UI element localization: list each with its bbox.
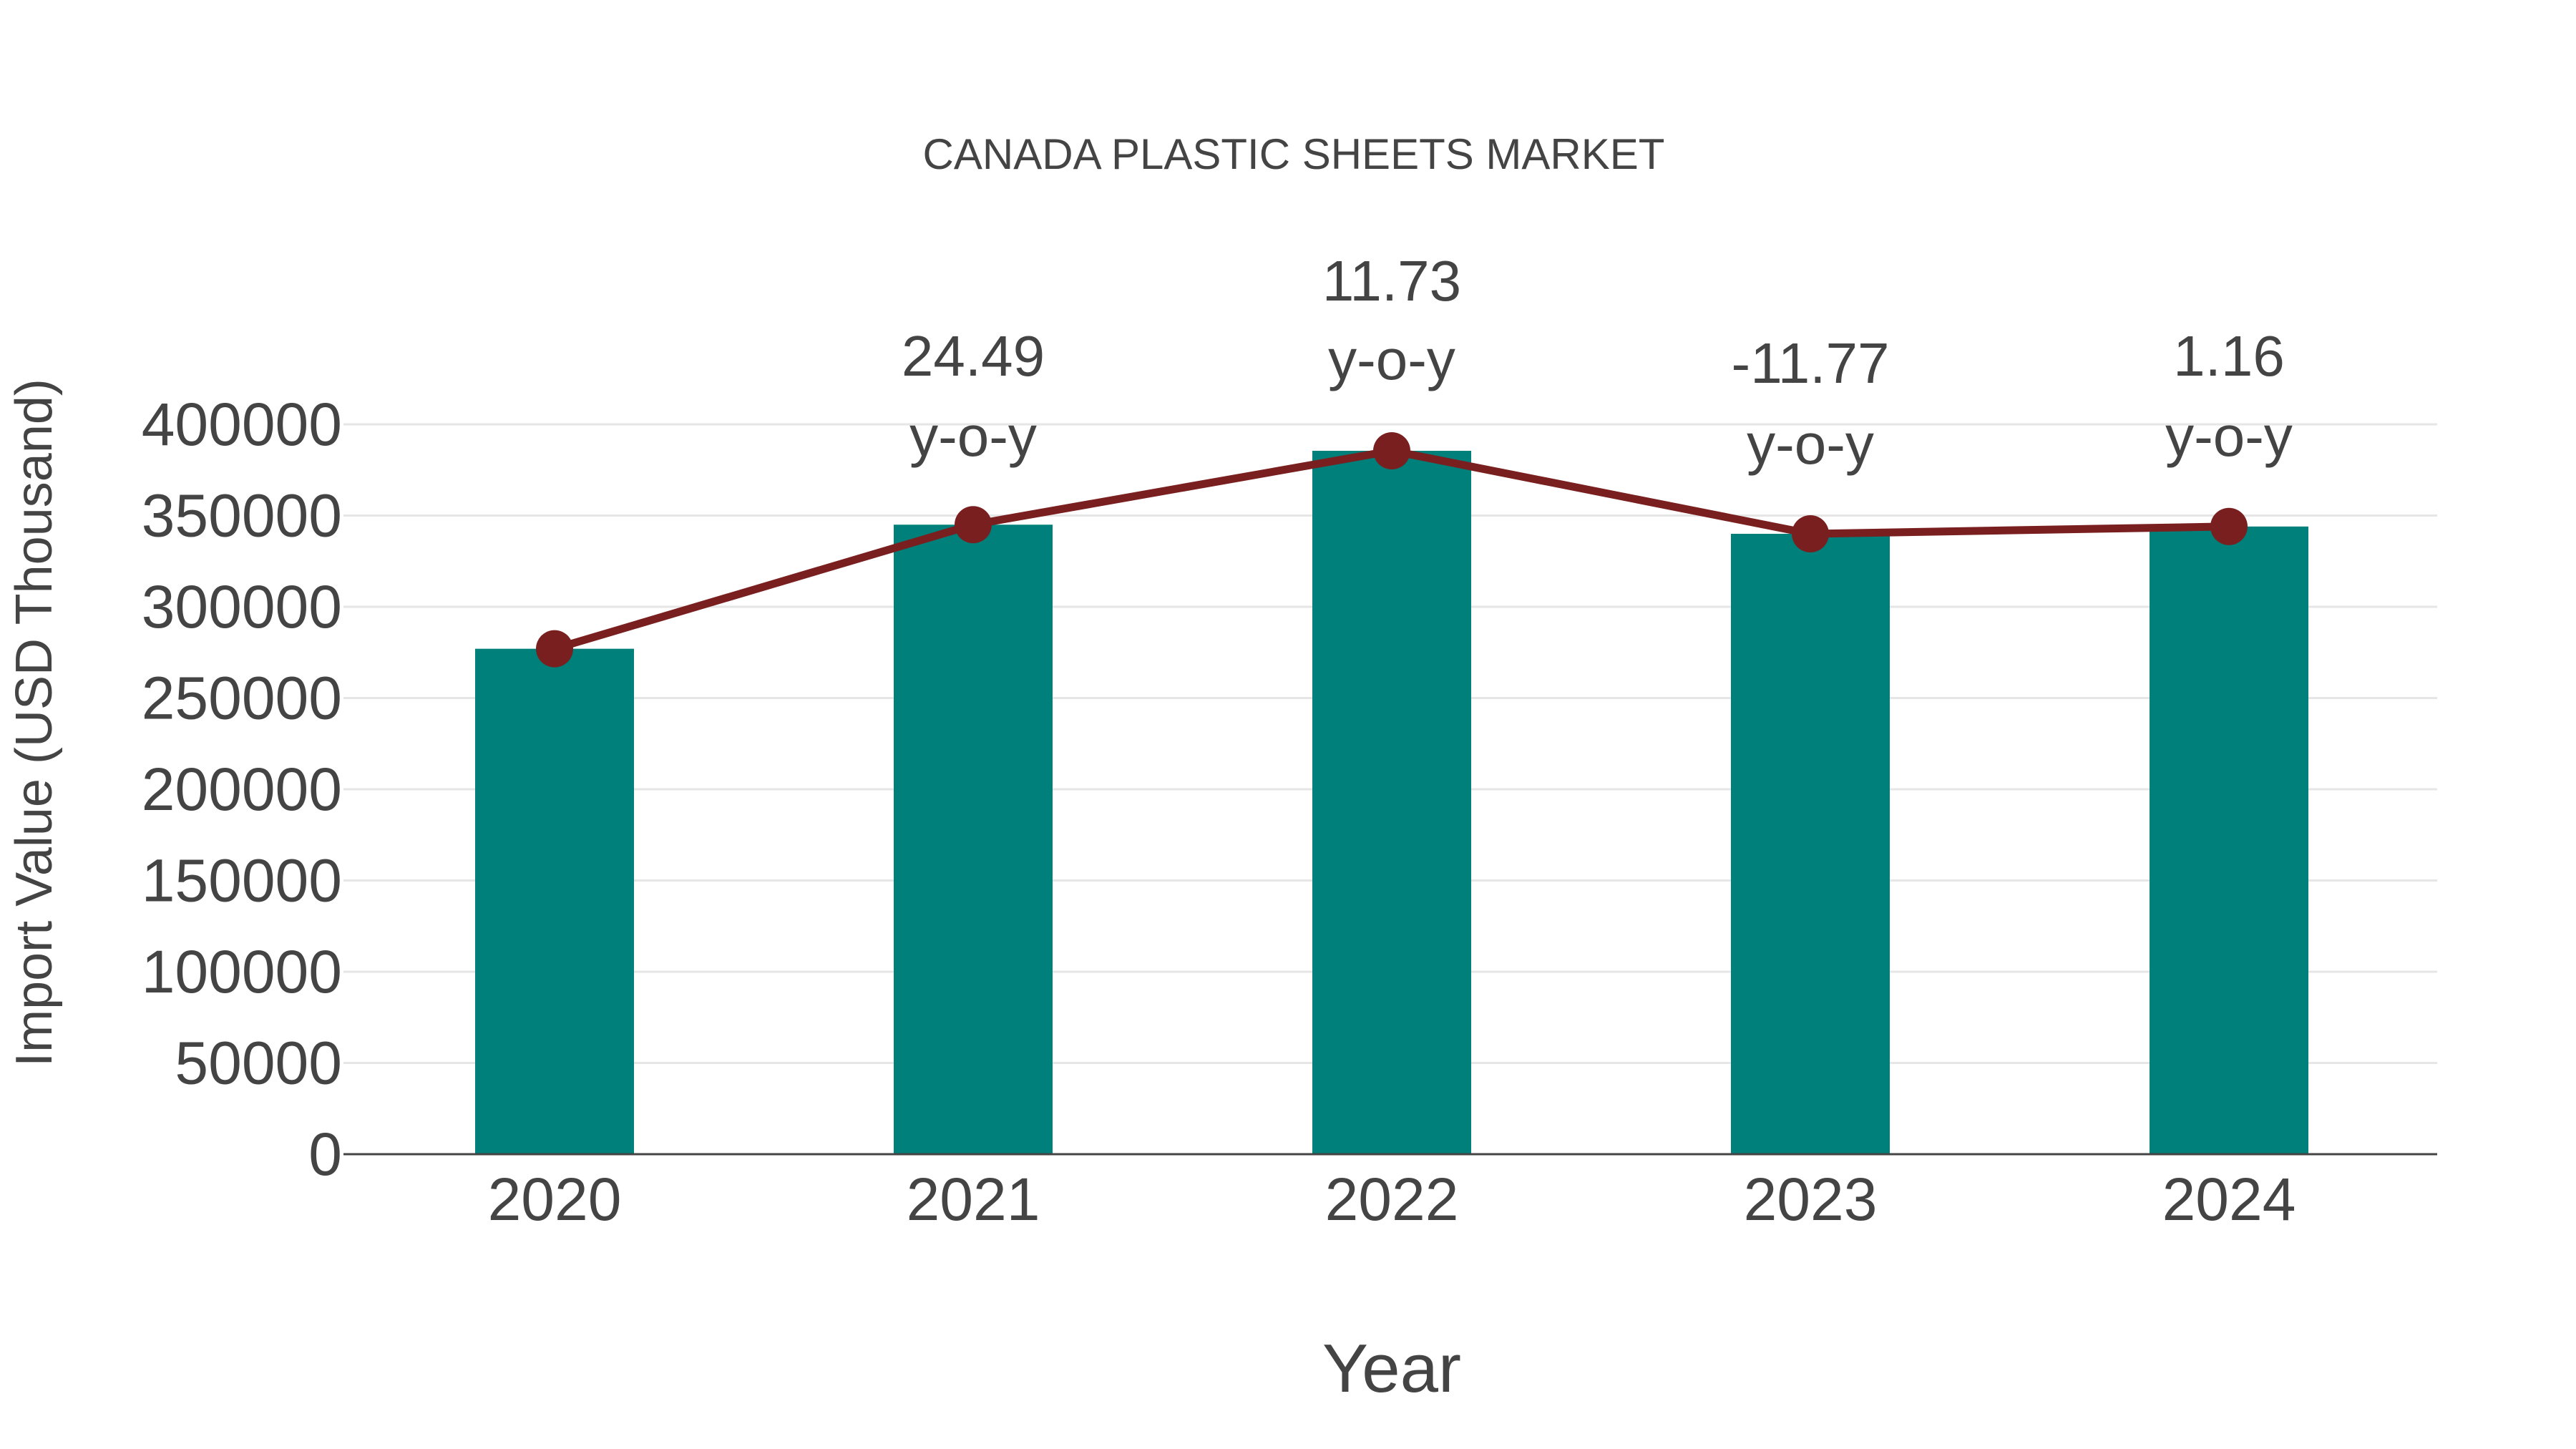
bar-2022 — [1312, 450, 1471, 1154]
bar-2024 — [2150, 526, 2308, 1154]
yoy-value: 11.73 — [1322, 249, 1461, 313]
yoy-suffix: y-o-y — [2165, 404, 2293, 468]
y-tick-label: 350000 — [142, 482, 342, 550]
trend-marker — [2210, 507, 2248, 545]
y-tick-label: 150000 — [142, 847, 342, 914]
yoy-suffix: y-o-y — [909, 404, 1037, 468]
trend-line — [536, 431, 2248, 668]
y-tick-label: 300000 — [142, 573, 342, 640]
yoy-value: -11.77 — [1732, 331, 1890, 395]
y-tick-label: 50000 — [175, 1030, 342, 1097]
x-tick-label: 2020 — [488, 1166, 622, 1233]
trend-marker — [536, 630, 573, 668]
trend-marker — [1792, 515, 1829, 552]
bars — [475, 450, 2308, 1154]
yoy-suffix: y-o-y — [1328, 328, 1455, 391]
y-tick-label: 0 — [308, 1121, 342, 1188]
x-tick-label: 2023 — [1744, 1166, 1878, 1233]
x-tick-label: 2022 — [1325, 1166, 1459, 1233]
yoy-value: 24.49 — [902, 324, 1045, 388]
yoy-annotations: 24.49 y-o-y 11.73 y-o-y -11.77 y-o-y 1.16 y-o-y — [902, 249, 2293, 476]
chart-title: CANADA PLASTIC SHEETS MARKET — [923, 130, 1665, 178]
x-axis-ticks: 2020 2021 2022 2023 2024 — [488, 1166, 2296, 1233]
y-tick-label: 400000 — [142, 391, 342, 458]
y-axis-label: Import Value (USD Thousand) — [6, 379, 63, 1067]
x-axis-label: Year — [1322, 1330, 1461, 1407]
trend-marker — [955, 506, 992, 544]
y-tick-label: 100000 — [142, 938, 342, 1005]
yoy-suffix: y-o-y — [1747, 412, 1874, 476]
yoy-value: 1.16 — [2173, 324, 2285, 388]
y-tick-label: 200000 — [142, 756, 342, 823]
bar-2020 — [475, 648, 634, 1154]
y-tick-label: 250000 — [142, 665, 342, 732]
bar-2021 — [894, 525, 1053, 1154]
x-tick-label: 2024 — [2162, 1166, 2296, 1233]
y-axis-ticks: 0 50000 100000 150000 200000 250000 300000 3500… — [142, 391, 342, 1188]
bar-2023 — [1731, 534, 1890, 1154]
trend-marker — [1373, 431, 1410, 469]
x-tick-label: 2021 — [907, 1166, 1040, 1233]
